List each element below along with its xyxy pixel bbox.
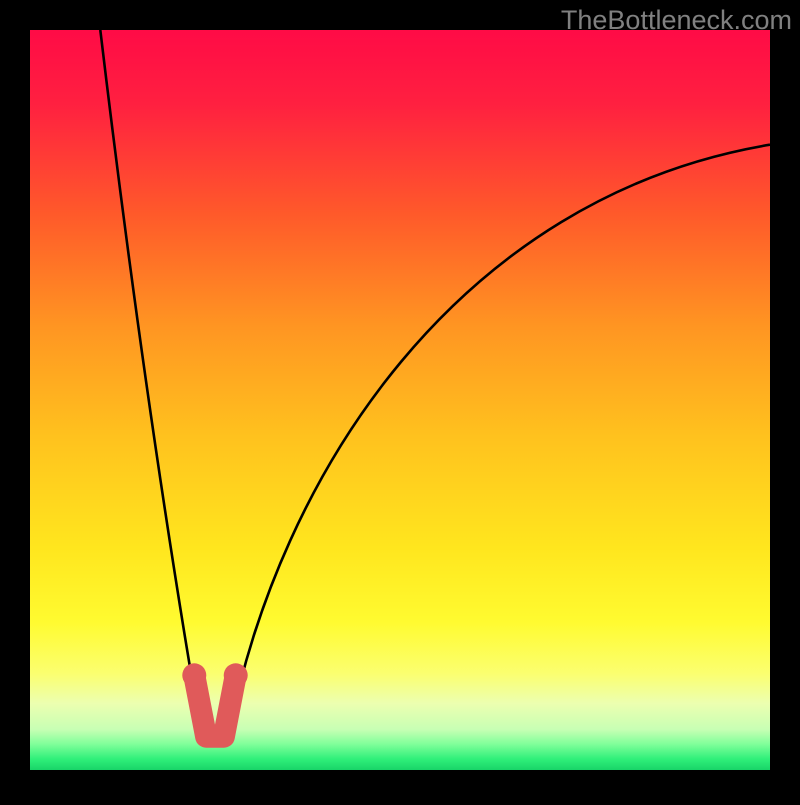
gradient-background [30,30,770,770]
bottleneck-chart-svg [0,0,800,800]
watermark-label: TheBottleneck.com [561,5,792,36]
plot-area [0,0,800,800]
